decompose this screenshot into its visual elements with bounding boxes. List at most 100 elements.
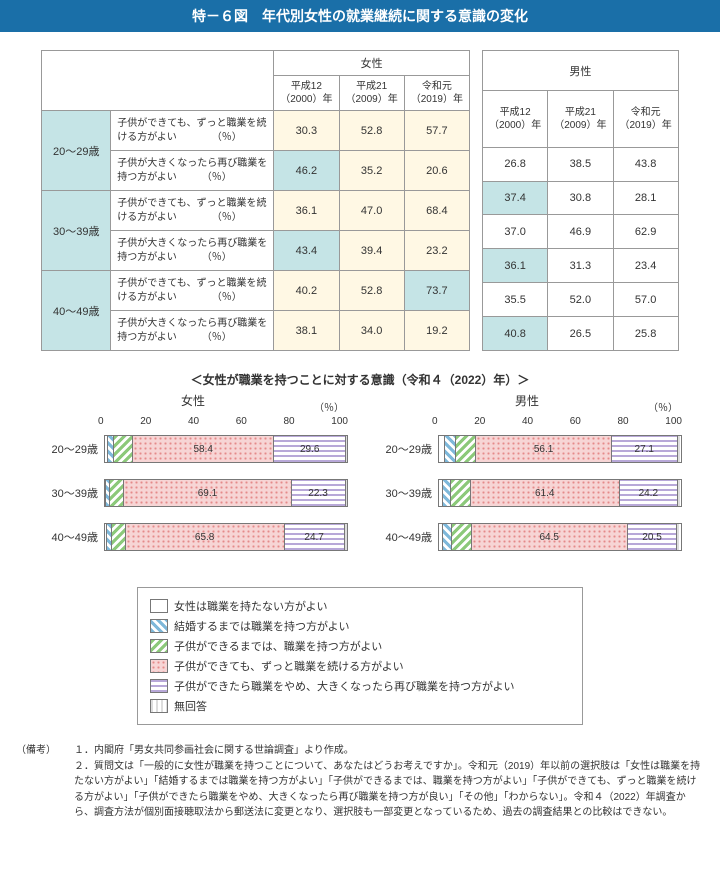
legend-item: 結婚するまでは職業を持つ方がよい: [150, 616, 570, 636]
footnotes: （備考）１．内閣府「男女共同参画社会に関する世論調査」より作成。２．質問文は「一…: [0, 739, 720, 841]
data-cell: 35.2: [339, 151, 404, 191]
data-cell: 57.7: [404, 111, 469, 151]
bar-segment: [110, 480, 125, 506]
female-header: 女性: [274, 51, 470, 76]
legend-swatch: [150, 639, 168, 653]
note-label: [16, 759, 74, 821]
year-col: 平成12（2000）年: [483, 91, 548, 147]
bar-segment: [112, 524, 126, 550]
data-cell: 57.0: [613, 283, 678, 317]
data-cell: 46.9: [548, 215, 613, 249]
row-desc: 子供ができても、ずっと職業を続ける方がよい （％）: [111, 111, 274, 151]
bar-segment: [445, 436, 456, 462]
year-col: 令和元（2019）年: [404, 76, 469, 111]
data-cell: 40.2: [274, 271, 339, 311]
legend: 女性は職業を持たない方がよい結婚するまでは職業を持つ方がよい子供ができるまでは、…: [137, 587, 583, 725]
row-desc: 子供が大きくなったら再び職業を持つ方がよい （％）: [111, 311, 274, 351]
stacked-bar: 56.127.1: [438, 435, 682, 463]
bar-segment: [443, 524, 451, 550]
data-cell: 52.8: [339, 111, 404, 151]
bar-label: 20～29歳: [38, 441, 104, 457]
year-col: 平成21（2009）年: [339, 76, 404, 111]
data-cell: 23.2: [404, 231, 469, 271]
bar-segment: 27.1: [612, 436, 678, 462]
age-label: 20～29歳: [42, 111, 111, 191]
legend-text: 子供ができたら職業をやめ、大きくなったら再び職業を持つ方がよい: [174, 678, 514, 694]
bar-segment: [677, 524, 681, 550]
data-cell: 20.6: [404, 151, 469, 191]
legend-text: 女性は職業を持たない方がよい: [174, 598, 327, 614]
legend-swatch: [150, 699, 168, 713]
chart-subtitle: ＜女性が職業を持つことに対する意識（令和４（2022）年）＞: [0, 361, 720, 392]
stacked-bar: 58.429.6: [104, 435, 348, 463]
legend-swatch: [150, 599, 168, 613]
bar-label: 30～39歳: [372, 485, 438, 501]
data-tables: 女性 平成12（2000）年平成21（2009）年令和元（2019）年 20～2…: [0, 32, 720, 361]
data-cell: 26.5: [548, 317, 613, 351]
bar-row: 20～29歳56.127.1: [372, 435, 682, 463]
legend-text: 結婚するまでは職業を持つ方がよい: [174, 618, 349, 634]
data-cell: 25.8: [613, 317, 678, 351]
legend-text: 子供ができても、ずっと職業を続ける方がよい: [174, 658, 404, 674]
data-cell: 36.1: [274, 191, 339, 231]
data-cell: 36.1: [483, 249, 548, 283]
data-cell: 19.2: [404, 311, 469, 351]
row-desc: 子供ができても、ずっと職業を続ける方がよい （％）: [111, 271, 274, 311]
data-cell: 40.8: [483, 317, 548, 351]
year-col: 令和元（2019）年: [613, 91, 678, 147]
row-desc: 子供が大きくなったら再び職業を持つ方がよい （％）: [111, 151, 274, 191]
legend-item: 子供ができるまでは、職業を持つ方がよい: [150, 636, 570, 656]
data-cell: 62.9: [613, 215, 678, 249]
age-label: 30～39歳: [42, 191, 111, 271]
data-cell: 43.4: [274, 231, 339, 271]
data-cell: 30.8: [548, 181, 613, 215]
bar-segment: 61.4: [471, 480, 620, 506]
bar-label: 30～39歳: [38, 485, 104, 501]
stacked-bar: 65.824.7: [104, 523, 348, 551]
chart-panel: 男性（％）02040608010020～29歳56.127.130～39歳61.…: [372, 392, 682, 567]
data-cell: 37.0: [483, 215, 548, 249]
x-axis: 020406080100: [372, 416, 682, 429]
bar-segment: 20.5: [628, 524, 678, 550]
data-cell: 52.8: [339, 271, 404, 311]
note-text: ２．質問文は「一般的に女性が職業を持つことについて、あなたはどうお考えですか」。…: [74, 759, 704, 821]
bar-segment: [678, 480, 681, 506]
data-cell: 47.0: [339, 191, 404, 231]
data-cell: 73.7: [404, 271, 469, 311]
bar-segment: [456, 436, 476, 462]
table-female: 女性 平成12（2000）年平成21（2009）年令和元（2019）年 20～2…: [41, 50, 470, 351]
legend-item: 子供ができたら職業をやめ、大きくなったら再び職業を持つ方がよい: [150, 676, 570, 696]
legend-swatch: [150, 679, 168, 693]
row-desc: 子供ができても、ずっと職業を続ける方がよい （％）: [111, 191, 274, 231]
legend-item: 子供ができても、ずっと職業を続ける方がよい: [150, 656, 570, 676]
bar-row: 20～29歳58.429.6: [38, 435, 348, 463]
data-cell: 38.1: [274, 311, 339, 351]
legend-item: 無回答: [150, 696, 570, 716]
stacked-bar: 61.424.2: [438, 479, 682, 507]
note-text: １．内閣府「男女共同参画社会に関する世論調査」より作成。: [74, 743, 704, 759]
bar-segment: [346, 436, 347, 462]
data-cell: 43.8: [613, 147, 678, 181]
legend-swatch: [150, 659, 168, 673]
bar-segment: [345, 524, 347, 550]
data-cell: 23.4: [613, 249, 678, 283]
legend-text: 子供ができるまでは、職業を持つ方がよい: [174, 638, 382, 654]
note-row: ２．質問文は「一般的に女性が職業を持つことについて、あなたはどうお考えですか」。…: [16, 759, 704, 821]
bar-segment: 69.1: [124, 480, 291, 506]
bar-segment: 24.7: [285, 524, 345, 550]
bar-label: 40～49歳: [38, 529, 104, 545]
bar-segment: 56.1: [476, 436, 612, 462]
age-label: 40～49歳: [42, 271, 111, 351]
bar-label: 40～49歳: [372, 529, 438, 545]
stacked-bar: 69.122.3: [104, 479, 348, 507]
x-axis: 020406080100: [38, 416, 348, 429]
data-cell: 52.0: [548, 283, 613, 317]
data-cell: 35.5: [483, 283, 548, 317]
bar-segment: 29.6: [274, 436, 346, 462]
data-cell: 28.1: [613, 181, 678, 215]
data-cell: 68.4: [404, 191, 469, 231]
bar-segment: [114, 436, 133, 462]
bar-segment: [451, 480, 471, 506]
data-cell: 31.3: [548, 249, 613, 283]
bar-segment: 65.8: [126, 524, 285, 550]
